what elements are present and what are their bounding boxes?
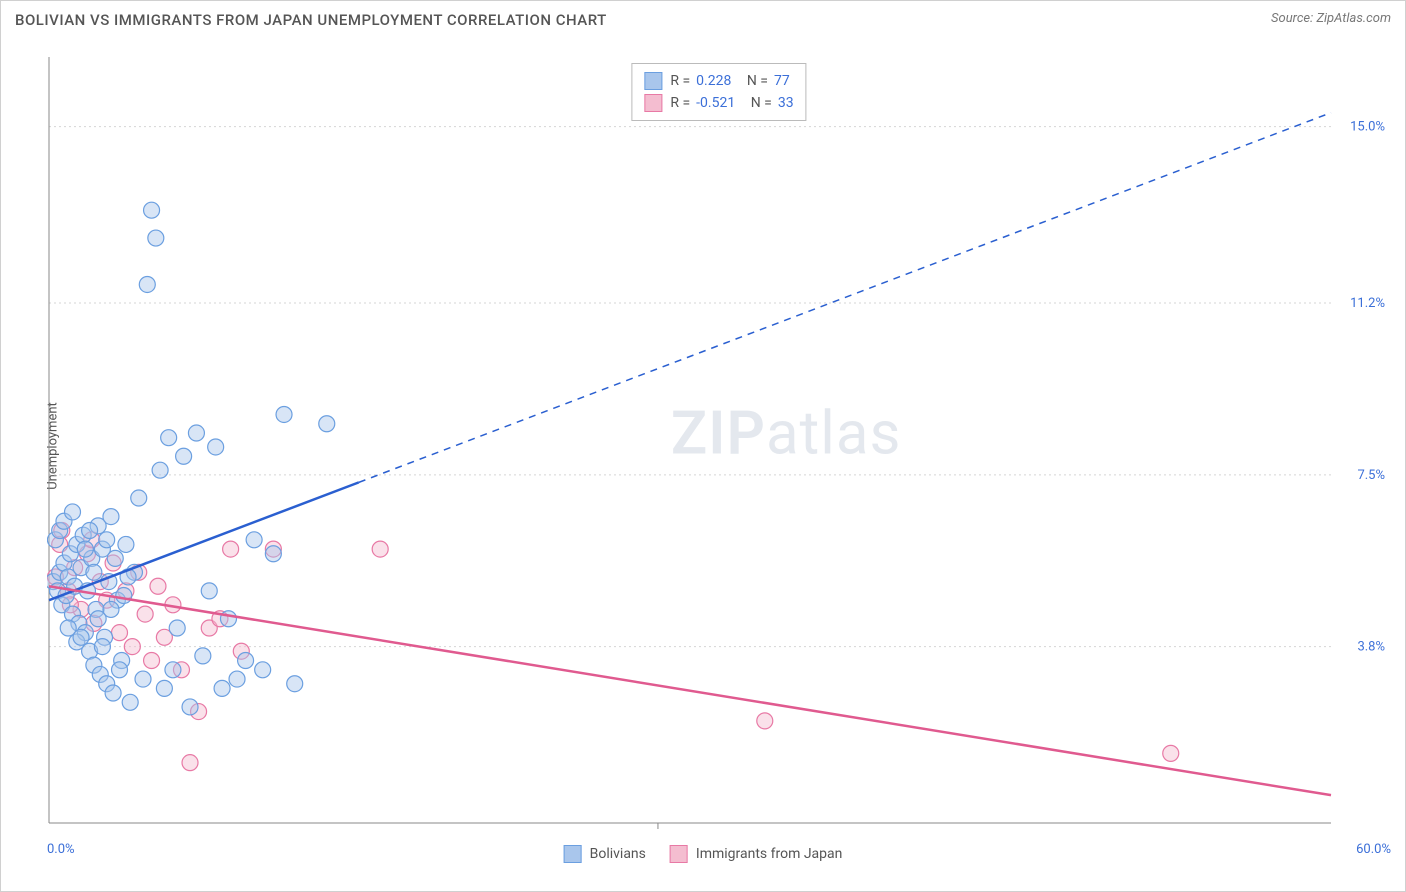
- source-prefix: Source:: [1271, 11, 1316, 26]
- r-value-0: 0.228: [696, 73, 731, 89]
- legend-item-bolivians: Bolivians: [564, 845, 646, 863]
- svg-text:11.2%: 11.2%: [1350, 296, 1385, 311]
- legend-row-bolivians: R = 0.228 N = 77: [644, 70, 793, 92]
- series-name-1: Immigrants from Japan: [696, 846, 842, 862]
- n-value-1: 33: [778, 95, 794, 111]
- svg-text:3.8%: 3.8%: [1357, 640, 1385, 655]
- swatch-bolivians-bottom: [564, 845, 582, 863]
- chart-container: BOLIVIAN VS IMMIGRANTS FROM JAPAN UNEMPL…: [0, 0, 1406, 892]
- correlation-legend: R = 0.228 N = 77 R = -0.521 N = 33: [631, 63, 806, 121]
- swatch-japan-bottom: [670, 845, 688, 863]
- n-label-1: N =: [751, 95, 772, 111]
- r-label-1: R =: [670, 95, 690, 111]
- r-label-0: R =: [670, 73, 690, 89]
- chart-title: BOLIVIAN VS IMMIGRANTS FROM JAPAN UNEMPL…: [15, 11, 607, 29]
- svg-text:15.0%: 15.0%: [1350, 120, 1385, 135]
- legend-item-japan: Immigrants from Japan: [670, 845, 842, 863]
- swatch-bolivians: [644, 72, 662, 90]
- x-axis-max-label: 60.0%: [1356, 842, 1391, 857]
- r-value-1: -0.521: [696, 95, 735, 111]
- source-name: ZipAtlas.com: [1316, 11, 1391, 26]
- chart-source: Source: ZipAtlas.com: [1271, 11, 1391, 26]
- scatter-plot-svg: 3.8% 7.5% 11.2% 15.0%: [47, 49, 1391, 831]
- series-name-0: Bolivians: [590, 846, 646, 862]
- x-axis-min-label: 0.0%: [47, 842, 75, 857]
- n-label-0: N =: [747, 73, 768, 89]
- series-legend: Bolivians Immigrants from Japan: [564, 845, 843, 863]
- plot-area: 3.8% 7.5% 11.2% 15.0% R = 0.228 N = 77 R = …: [47, 49, 1391, 831]
- chart-header: BOLIVIAN VS IMMIGRANTS FROM JAPAN UNEMPL…: [1, 1, 1405, 41]
- swatch-japan: [644, 94, 662, 112]
- svg-text:7.5%: 7.5%: [1357, 468, 1385, 483]
- n-value-0: 77: [774, 73, 790, 89]
- legend-row-japan: R = -0.521 N = 33: [644, 92, 793, 114]
